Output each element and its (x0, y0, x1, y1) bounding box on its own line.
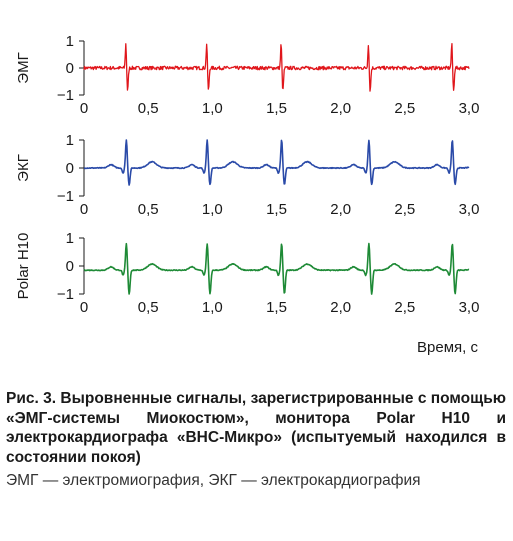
x-tick-label: 1,0 (202, 201, 223, 218)
x-tick-label: 3,0 (459, 100, 480, 117)
signal-line-3 (83, 242, 470, 295)
x-tick-label: 3,0 (459, 299, 480, 316)
panel-2: 1 0 −1 0 0,5 1,0 1,5 2,0 2,5 3,0 ЭКГ (15, 132, 479, 218)
y-tick-label: 0 (66, 258, 74, 275)
y-tick-label: 1 (66, 132, 74, 149)
signal-line-1 (83, 43, 470, 92)
x-tick-label: 0,5 (138, 100, 159, 117)
panel-3: 1 0 −1 0 0,5 1,0 1,5 2,0 2,5 3,0 Polar H10 (15, 230, 479, 316)
y-tick-label: −1 (57, 286, 74, 303)
x-tick-label: 2,5 (394, 201, 415, 218)
x-tick-label: 1,5 (266, 299, 287, 316)
x-tick-label: 2,0 (330, 299, 351, 316)
y-tick-label: 1 (66, 230, 74, 247)
y-tick-label: −1 (57, 188, 74, 205)
x-tick-label: 2,5 (394, 299, 415, 316)
y-tick-label: −1 (57, 87, 74, 104)
x-tick-label: 1,5 (266, 201, 287, 218)
x-tick-label: 1,0 (202, 299, 223, 316)
x-tick-label: 3,0 (459, 201, 480, 218)
x-tick-label: 1,5 (266, 100, 287, 117)
x-tick-label: 0,5 (138, 299, 159, 316)
y-axis-label: Polar H10 (15, 233, 32, 300)
x-tick-label: 1,0 (202, 100, 223, 117)
x-tick-label: 0 (80, 201, 88, 218)
x-tick-label: 2,0 (330, 201, 351, 218)
panel-1: 1 0 −1 0 0,5 1,0 1,5 2,0 2,5 3,0 ЭМГ (15, 33, 479, 117)
x-tick-label: 2,0 (330, 100, 351, 117)
y-tick-label: 1 (66, 33, 74, 50)
signal-line-2 (83, 139, 470, 186)
y-tick-label: 0 (66, 60, 74, 77)
y-axis-label: ЭМГ (15, 52, 32, 83)
y-axis-label: ЭКГ (15, 154, 32, 182)
y-tick-label: 0 (66, 160, 74, 177)
figure-abbreviations: ЭМГ — электромиография, ЭКГ — электрокар… (6, 472, 421, 489)
x-tick-label: 0,5 (138, 201, 159, 218)
x-tick-label: 0 (80, 299, 88, 316)
figure-caption: Рис. 3. Выровненные сигналы, зарегистрир… (6, 390, 506, 466)
x-tick-label: 0 (80, 100, 88, 117)
x-tick-label: 2,5 (394, 100, 415, 117)
